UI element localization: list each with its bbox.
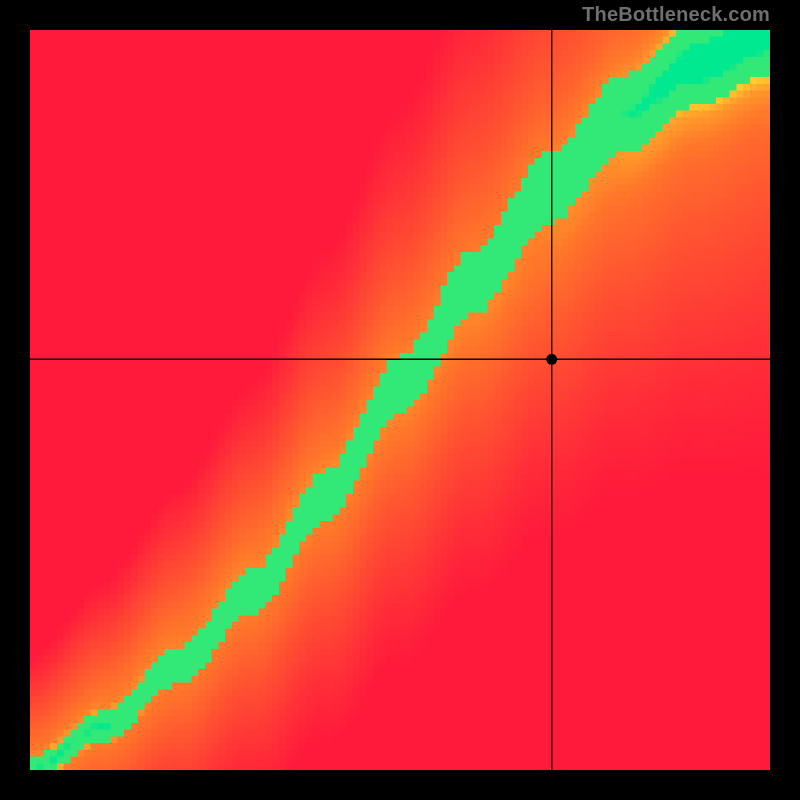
- heatmap-chart: [30, 30, 770, 770]
- crosshair-overlay: [30, 30, 770, 770]
- watermark-text: TheBottleneck.com: [582, 4, 770, 27]
